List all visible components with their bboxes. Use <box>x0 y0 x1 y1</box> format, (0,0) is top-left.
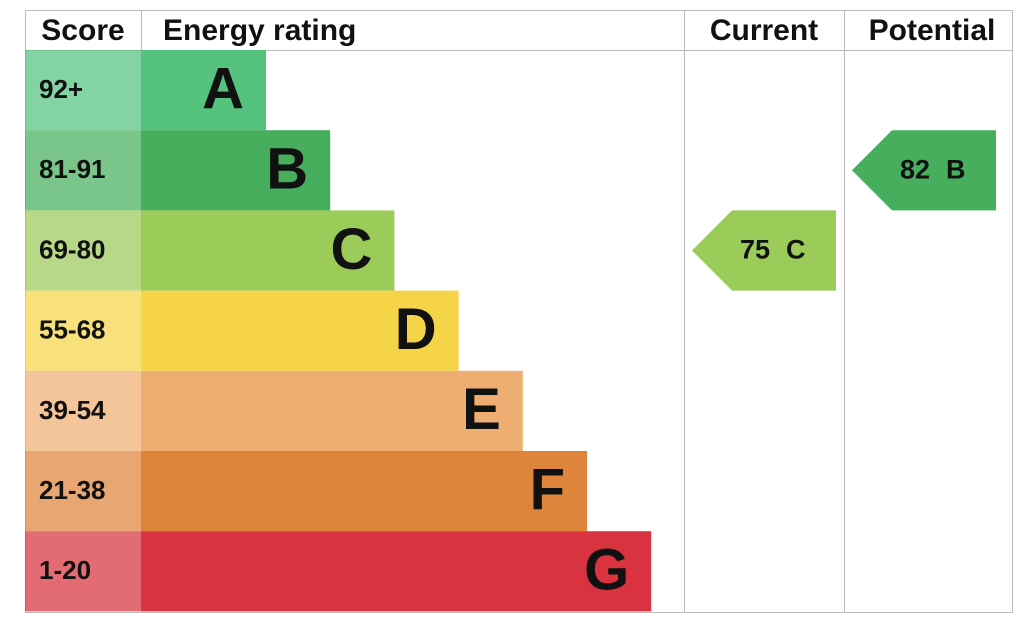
potential-header: Potential <box>869 14 996 47</box>
score-label: 21-38 <box>39 475 106 505</box>
potential-value: 82 <box>900 154 930 184</box>
rating-bar <box>141 210 395 291</box>
rating-bar <box>141 451 587 532</box>
rating-letter: G <box>584 538 629 603</box>
score-cell <box>25 290 141 371</box>
score-label: 69-80 <box>39 234 106 264</box>
rating-header: Energy rating <box>163 14 356 47</box>
score-label: 39-54 <box>39 395 106 425</box>
rating-letter: C <box>331 217 373 282</box>
potential-arrow <box>852 130 996 211</box>
current-letter: C <box>786 235 806 265</box>
score-label: 55-68 <box>39 315 106 345</box>
potential-letter: B <box>946 154 966 184</box>
rating-letter: A <box>202 56 244 121</box>
rating-bar <box>141 290 459 371</box>
score-label: 92+ <box>39 74 83 104</box>
score-header: Score <box>41 14 124 47</box>
current-header: Current <box>710 14 818 47</box>
rating-bar <box>141 370 523 451</box>
rating-letter: D <box>395 297 437 362</box>
score-cell <box>25 130 141 211</box>
score-cell <box>25 370 141 451</box>
score-label: 81-91 <box>39 154 106 184</box>
score-label: 1-20 <box>39 555 91 585</box>
rating-bar <box>141 50 266 131</box>
rating-bar <box>141 531 652 612</box>
score-cell <box>25 210 141 291</box>
rating-letter: F <box>530 457 565 522</box>
current-value: 75 <box>740 235 770 265</box>
score-cell <box>25 531 141 612</box>
rating-letter: B <box>266 137 308 202</box>
current-arrow <box>692 210 836 291</box>
rating-letter: E <box>462 377 501 442</box>
score-cell <box>25 451 141 532</box>
score-cell <box>25 50 141 131</box>
rating-bar <box>141 130 331 211</box>
